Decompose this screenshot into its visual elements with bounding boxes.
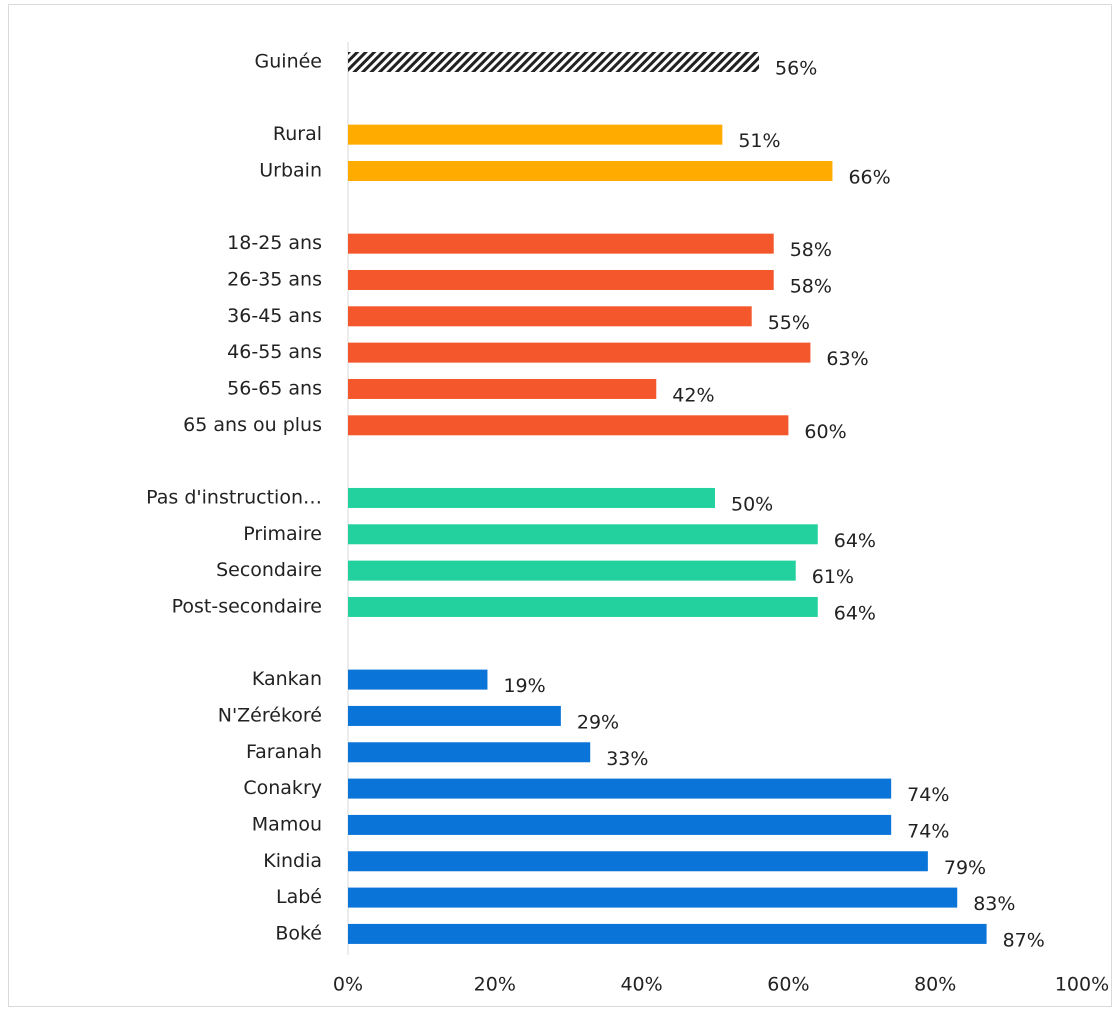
y-tick-label: 36-45 ans: [227, 305, 322, 327]
value-label: 64%: [834, 530, 876, 552]
value-label: 58%: [790, 239, 832, 261]
bar: [348, 524, 818, 545]
y-tick-label: 56-65 ans: [227, 377, 322, 399]
x-tick-label: 0%: [333, 974, 363, 996]
value-label: 29%: [577, 711, 619, 733]
y-tick-label: Urbain: [259, 159, 322, 181]
value-label: 56%: [775, 58, 817, 80]
bar: [348, 851, 928, 872]
value-label: 55%: [768, 312, 810, 334]
bar: [348, 814, 892, 835]
bar: [348, 306, 752, 327]
y-tick-label: 26-35 ans: [227, 268, 322, 290]
bar: [348, 415, 789, 436]
y-tick-label: 18-25 ans: [227, 232, 322, 254]
x-tick-label: 80%: [914, 974, 956, 996]
bar: [348, 342, 811, 363]
value-label: 63%: [826, 348, 868, 370]
bar: [348, 560, 796, 581]
y-tick-label: Kindia: [263, 850, 322, 872]
value-label: 87%: [1003, 929, 1045, 951]
value-label: 61%: [812, 566, 854, 588]
value-label: 74%: [907, 820, 949, 842]
value-label: 66%: [848, 166, 890, 188]
bar: [348, 778, 892, 799]
y-tick-label: N'Zérékoré: [218, 704, 322, 726]
y-tick-label: Rural: [273, 123, 322, 145]
y-tick-label: 46-55 ans: [227, 341, 322, 363]
value-label: 74%: [907, 784, 949, 806]
value-label: 51%: [738, 130, 780, 152]
y-tick-label: Post-secondaire: [172, 595, 322, 617]
value-label: 42%: [672, 384, 714, 406]
bar: [348, 596, 818, 617]
y-tick-label: Boké: [275, 922, 322, 944]
bar: [348, 52, 760, 72]
bar: [348, 487, 715, 508]
x-tick-label: 40%: [620, 974, 662, 996]
bar: [348, 923, 987, 944]
bar: [348, 124, 723, 145]
bar: [348, 378, 657, 399]
value-label: 50%: [731, 493, 773, 515]
value-label: 58%: [790, 275, 832, 297]
bar: [348, 160, 833, 181]
value-label: 60%: [804, 421, 846, 443]
y-tick-label: Secondaire: [216, 559, 322, 581]
value-label: 33%: [606, 748, 648, 770]
y-tick-label: Pas d'instruction…: [146, 486, 322, 508]
x-tick-label: 100%: [1055, 974, 1109, 996]
y-tick-label: Faranah: [246, 741, 322, 763]
y-tick-label: Labé: [276, 886, 322, 908]
bar: [348, 705, 561, 726]
bar: [348, 233, 774, 254]
bar: [348, 887, 958, 908]
y-tick-label: Kankan: [252, 668, 322, 690]
x-tick-label: 20%: [474, 974, 516, 996]
y-tick-label: 65 ans ou plus: [183, 414, 322, 436]
bar: [348, 669, 488, 690]
bar: [348, 269, 774, 290]
y-tick-label: Mamou: [252, 813, 322, 835]
value-label: 64%: [834, 602, 876, 624]
value-label: 83%: [973, 893, 1015, 915]
y-tick-label: Guinée: [255, 51, 322, 73]
y-tick-label: Conakry: [243, 777, 322, 799]
value-label: 19%: [503, 675, 545, 697]
y-tick-label: Primaire: [243, 523, 322, 545]
x-tick-label: 60%: [767, 974, 809, 996]
value-label: 79%: [944, 857, 986, 879]
bar: [348, 742, 591, 763]
